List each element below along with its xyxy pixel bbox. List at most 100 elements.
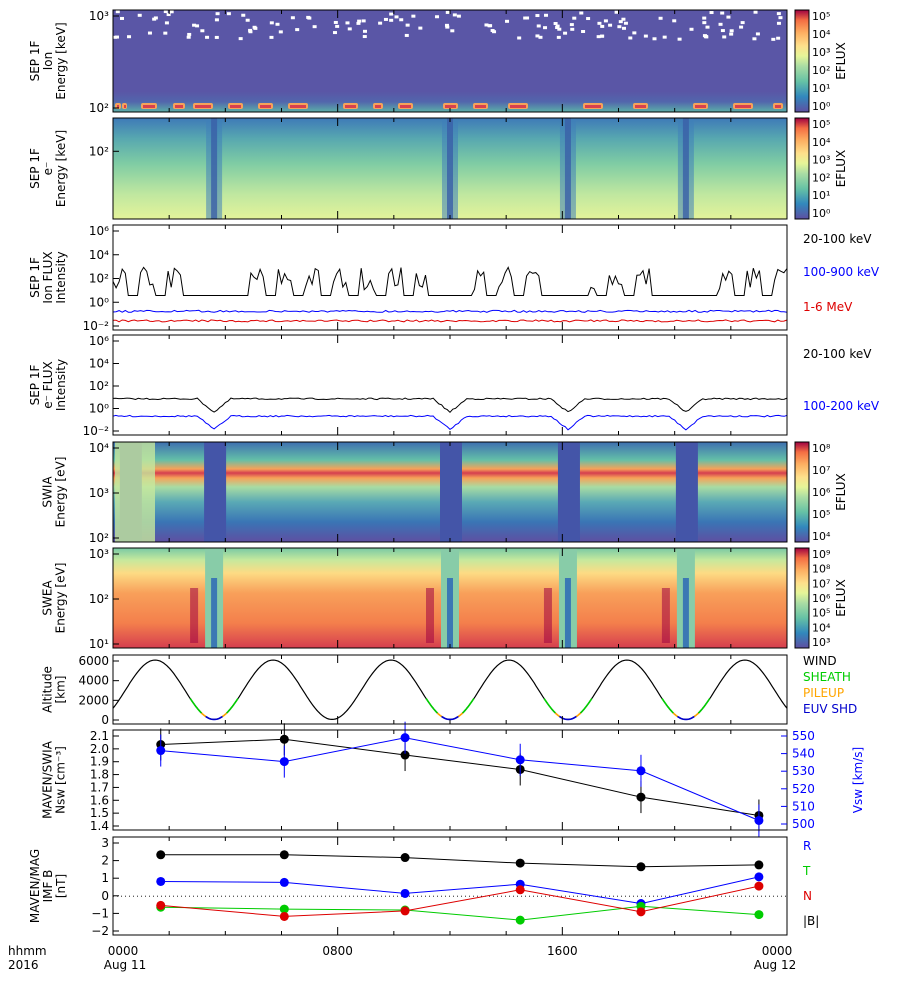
altitude-wind-line xyxy=(112,659,788,721)
x-date-start: Aug 11 xyxy=(104,958,147,972)
sep-ion-dropout xyxy=(555,26,560,30)
imf-b-total-point xyxy=(400,853,410,863)
altitude-euv-shadow-segment xyxy=(677,715,695,721)
sep-ion-dropout xyxy=(726,15,731,19)
swea-colorbar-tick: 10⁶ xyxy=(812,592,831,605)
sep-ion-band-core xyxy=(510,105,526,108)
altitude-sheath-segment xyxy=(697,698,711,714)
imf-ytick-label: 0 xyxy=(101,889,109,903)
x-date-end: Aug 12 xyxy=(754,958,797,972)
sep-ion-dropout xyxy=(672,19,677,23)
x-header-hhmm: hhmm xyxy=(8,944,47,958)
sep-ion-dropout xyxy=(579,11,584,15)
imf-b-total-point xyxy=(754,860,764,870)
sep-ion-dropout xyxy=(617,25,622,29)
altitude-legend-2: PILEUP xyxy=(803,686,844,700)
sep-ion-dropout xyxy=(536,24,541,28)
sep_e_spec-colorbar xyxy=(794,117,810,220)
swea-colorbar-label: EFLUX xyxy=(834,579,848,617)
sep-ion-dropout xyxy=(596,35,601,39)
imf-b-total-point xyxy=(279,850,289,860)
altitude-sheath-segment xyxy=(425,698,438,714)
sep-ion-dropout xyxy=(137,13,142,17)
sep-ion-dropout xyxy=(535,14,540,18)
sep-ion-dropout xyxy=(569,23,574,27)
sep-ion-dropout xyxy=(722,35,727,39)
altitude-ytick-label: 4000 xyxy=(78,674,109,688)
swea-ytick-label: 10¹ xyxy=(89,637,109,651)
sep-ion-dropout xyxy=(120,16,125,20)
sep-ion-band-core xyxy=(230,105,241,108)
sep-ion-dropout xyxy=(456,14,461,18)
sep-ion-dropout xyxy=(404,33,409,37)
swea-colorbar-tick: 10³ xyxy=(812,636,830,649)
sep-ion-dropout xyxy=(525,16,530,20)
imf-t-point xyxy=(279,904,289,914)
sep-ion-dropout xyxy=(600,24,605,28)
sep-ion-dropout xyxy=(245,18,250,22)
sep-ion-dropout xyxy=(115,10,120,14)
nsw-ytick-label: 1.5 xyxy=(90,806,109,820)
sep-ion-dropout xyxy=(357,19,362,23)
vsw-velocity-point xyxy=(279,757,289,767)
sep-ion-dropout xyxy=(628,36,633,40)
sep-ion-dropout xyxy=(484,23,489,27)
swea-periapsis-core xyxy=(447,578,453,648)
sep_e_spec-colorbar-tick: 10¹ xyxy=(812,189,830,202)
swea-boundary xyxy=(661,588,670,643)
nsw-right-tick: 540 xyxy=(792,747,815,761)
sep-ion-dropout xyxy=(238,37,243,41)
imf-r-point xyxy=(279,877,289,887)
vsw-velocity-point xyxy=(400,733,410,743)
nsw-ytick-label: 2.0 xyxy=(90,742,109,756)
sep_ion_spec-ylabel: SEP 1F xyxy=(28,41,42,82)
sep_ion_spec-colorbar xyxy=(794,9,810,113)
sep_e_spec-colorbar-tick: 10³ xyxy=(812,154,830,167)
sep_ion_flux-ylabel: SEP 1F xyxy=(28,257,42,298)
sep_ion_spec-colorbar-tick: 10⁰ xyxy=(812,100,831,113)
sep-ion-dropout xyxy=(399,18,404,22)
imf-n-point xyxy=(515,885,525,895)
panel-frame-imf xyxy=(112,836,788,936)
altitude-legend-3: EUV SHD xyxy=(803,702,857,716)
swia-colorbar-label: EFLUX xyxy=(834,473,848,511)
altitude-ytick-label: 0 xyxy=(101,713,109,727)
sep-ion-band-core xyxy=(400,105,411,108)
sep_e_spec-ytick-label: 10² xyxy=(89,144,109,158)
nsw-right-label: Vsw [km/s] xyxy=(851,747,865,813)
sep-e-flux-100-200-line xyxy=(112,414,788,431)
nsw-ylabel: Nsw [cm⁻³] xyxy=(54,746,68,814)
imf-b-total-point xyxy=(515,858,525,868)
imf-t-point xyxy=(515,915,525,925)
sep-ion-band-core xyxy=(475,105,486,108)
sep-ion-dropout xyxy=(163,31,168,35)
sep_e_flux-ylabel: e⁻ FLUX xyxy=(41,361,55,409)
swia-periapsis-gap xyxy=(440,442,462,542)
swea-periapsis-core xyxy=(211,578,218,648)
swea-ytick-label: 10² xyxy=(89,592,109,606)
sep-ion-dropout xyxy=(345,21,350,25)
imf-ytick-label: −1 xyxy=(91,906,109,920)
sep_e_spec-ylabel: Energy [keV] xyxy=(54,130,68,207)
sep-ion-dropout xyxy=(776,36,781,40)
altitude-pileup-segment xyxy=(436,712,443,718)
sep-ion-band-core xyxy=(585,105,601,108)
x-tick-label: 0000 xyxy=(108,944,139,958)
imf-legend-2: N xyxy=(803,889,812,903)
sep-ion-dropout xyxy=(418,26,423,30)
sep-ion-dropout xyxy=(215,12,220,16)
sep_e_flux-ylabel: Intensity xyxy=(54,359,68,411)
sep-ion-dropout xyxy=(332,31,337,35)
sep-ion-dropout xyxy=(362,35,367,39)
panel-frame-nsw xyxy=(112,729,788,831)
sep-ion-dropout xyxy=(450,29,455,33)
sep-ion-band-core xyxy=(260,105,271,108)
altitude-ylabel: [km] xyxy=(54,675,68,703)
altitude-ytick-label: 2000 xyxy=(78,693,109,707)
sep-ion-dropout xyxy=(702,34,707,38)
swia-ytick-label: 10² xyxy=(89,531,109,545)
swea-colorbar-tick: 10⁷ xyxy=(812,577,830,590)
sep-ion-dropout xyxy=(205,35,210,39)
swia-colorbar-tick: 10⁷ xyxy=(812,464,830,477)
